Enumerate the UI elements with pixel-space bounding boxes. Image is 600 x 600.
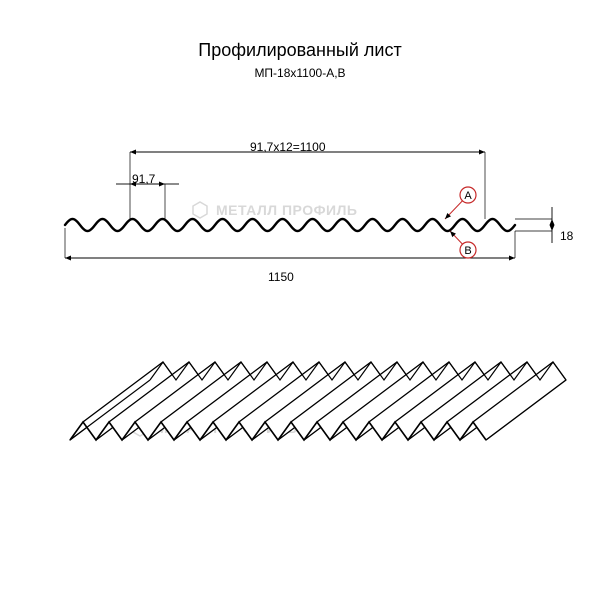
- dimension-top-label: 91,7х12=1100: [250, 140, 326, 154]
- technical-drawing: AB: [0, 0, 600, 600]
- svg-text:B: B: [464, 245, 471, 257]
- diagram-canvas: Профилированный лист МП-18х1100-А,В МЕТА…: [0, 0, 600, 600]
- dimension-pitch-label: 91,7: [132, 172, 155, 186]
- svg-text:A: A: [464, 190, 472, 202]
- dimension-height-label: 18: [560, 229, 573, 243]
- dimension-full-label: 1150: [268, 270, 294, 284]
